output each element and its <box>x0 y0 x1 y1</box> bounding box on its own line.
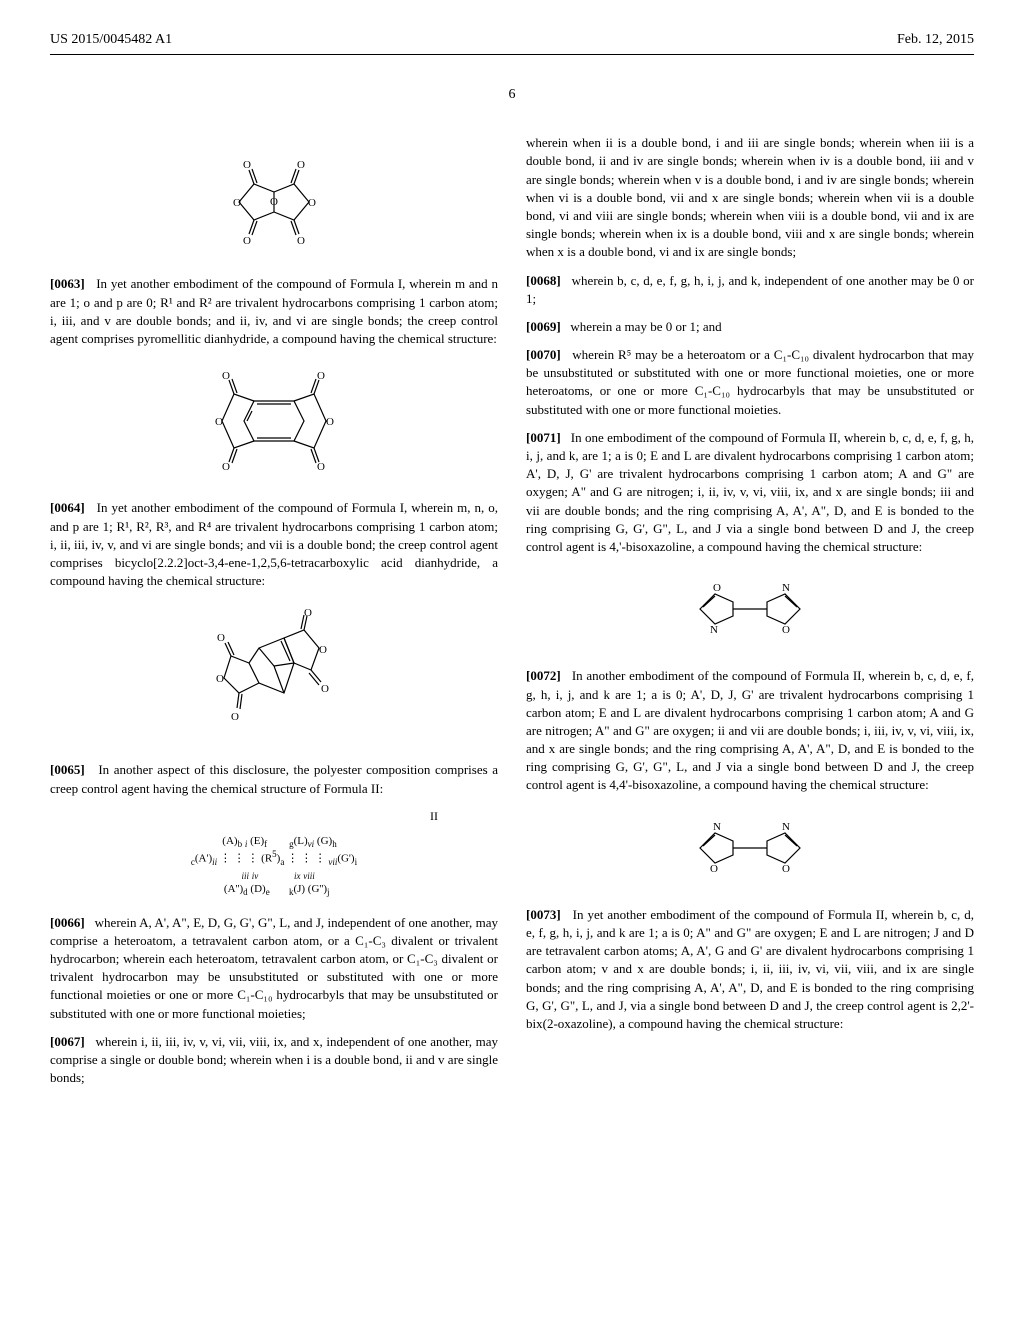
para-text: wherein b, c, d, e, f, g, h, i, j, and k… <box>526 273 974 306</box>
chemical-structure-4: O N N O <box>526 574 974 649</box>
chemical-structure-3: O O O O O O <box>50 608 498 743</box>
svg-text:O: O <box>782 863 790 875</box>
formula-ii-label: II <box>50 808 498 825</box>
svg-text:O: O <box>215 416 223 428</box>
svg-text:O: O <box>233 197 241 209</box>
svg-text:O: O <box>317 370 325 382</box>
svg-text:O: O <box>782 624 790 636</box>
svg-text:O: O <box>222 370 230 382</box>
para-0070: [0070] wherein R⁵ may be a heteroatom or… <box>526 346 974 419</box>
para-0066: [0066] wherein A, A', A", E, D, G, G', G… <box>50 914 498 1023</box>
para-num: [0070] <box>526 347 561 362</box>
svg-text:O: O <box>222 461 230 473</box>
para-0069: [0069] wherein a may be 0 or 1; and <box>526 318 974 336</box>
svg-text:O: O <box>217 632 225 644</box>
pub-date: Feb. 12, 2015 <box>897 30 974 50</box>
para-num: [0067] <box>50 1034 85 1049</box>
svg-text:O: O <box>710 863 718 875</box>
svg-text:N: N <box>782 821 790 833</box>
para-text: In another aspect of this disclosure, th… <box>50 762 498 795</box>
para-0064: [0064] In yet another embodiment of the … <box>50 499 498 590</box>
para-0065: [0065] In another aspect of this disclos… <box>50 761 498 797</box>
para-text: In another embodiment of the compound of… <box>526 668 974 792</box>
para-num: [0071] <box>526 430 561 445</box>
para-num: [0064] <box>50 500 85 515</box>
para-text: wherein A, A', A", E, D, G, G', G", L, a… <box>50 915 498 1021</box>
header-rule <box>50 54 974 55</box>
svg-text:O: O <box>321 683 329 695</box>
para-0073: [0073] In yet another embodiment of the … <box>526 906 974 1033</box>
svg-text:O: O <box>243 235 251 247</box>
svg-text:O: O <box>270 196 278 208</box>
svg-text:O: O <box>297 235 305 247</box>
svg-text:O: O <box>319 644 327 656</box>
para-num: [0068] <box>526 273 561 288</box>
svg-text:O: O <box>308 197 316 209</box>
svg-text:O: O <box>243 159 251 171</box>
para-num: [0066] <box>50 915 85 930</box>
two-column-layout: O O O O O O O [0063] In yet another emb <box>50 134 974 1097</box>
svg-text:O: O <box>326 416 334 428</box>
para-text: wherein i, ii, iii, iv, v, vi, vii, viii… <box>50 1034 498 1085</box>
svg-text:O: O <box>304 608 312 619</box>
para-text: In one embodiment of the compound of For… <box>526 430 974 554</box>
para-continuation: wherein when ii is a double bond, i and … <box>526 134 974 261</box>
para-num: [0063] <box>50 276 85 291</box>
formula-ii-structure: (A)b i (E)f g(L)vi (G)h c(A')ii ⋮ ⋮ ⋮ (R… <box>50 835 498 898</box>
para-text: In yet another embodiment of the compoun… <box>50 500 498 588</box>
para-0068: [0068] wherein b, c, d, e, f, g, h, i, j… <box>526 272 974 308</box>
left-column: O O O O O O O [0063] In yet another emb <box>50 134 498 1097</box>
para-0071: [0071] In one embodiment of the compound… <box>526 429 974 556</box>
para-text: In yet another embodiment of the compoun… <box>526 907 974 1031</box>
para-num: [0065] <box>50 762 85 777</box>
para-0063: [0063] In yet another embodiment of the … <box>50 275 498 348</box>
chemical-structure-1: O O O O O O O <box>50 152 498 257</box>
svg-text:O: O <box>713 582 721 594</box>
svg-text:O: O <box>317 461 325 473</box>
para-text: wherein a may be 0 or 1; and <box>570 319 721 334</box>
para-0067: [0067] wherein i, ii, iii, iv, v, vi, vi… <box>50 1033 498 1088</box>
chemical-structure-2: O O O O O O <box>50 366 498 481</box>
para-0072: [0072] In another embodiment of the comp… <box>526 667 974 794</box>
pub-number: US 2015/0045482 A1 <box>50 30 172 50</box>
svg-text:N: N <box>782 582 790 594</box>
para-num: [0069] <box>526 319 561 334</box>
page-header: US 2015/0045482 A1 Feb. 12, 2015 <box>50 30 974 50</box>
para-num: [0073] <box>526 907 561 922</box>
svg-text:N: N <box>713 821 721 833</box>
right-column: wherein when ii is a double bond, i and … <box>526 134 974 1097</box>
svg-text:O: O <box>297 159 305 171</box>
para-text: wherein R⁵ may be a heteroatom or a C₁-C… <box>526 347 974 417</box>
svg-text:O: O <box>216 673 224 685</box>
svg-text:N: N <box>710 624 718 636</box>
para-text: In yet another embodiment of the compoun… <box>50 276 498 346</box>
page-number: 6 <box>50 85 974 105</box>
para-num: [0072] <box>526 668 561 683</box>
chemical-structure-5: N O N O <box>526 813 974 888</box>
svg-text:O: O <box>231 711 239 723</box>
